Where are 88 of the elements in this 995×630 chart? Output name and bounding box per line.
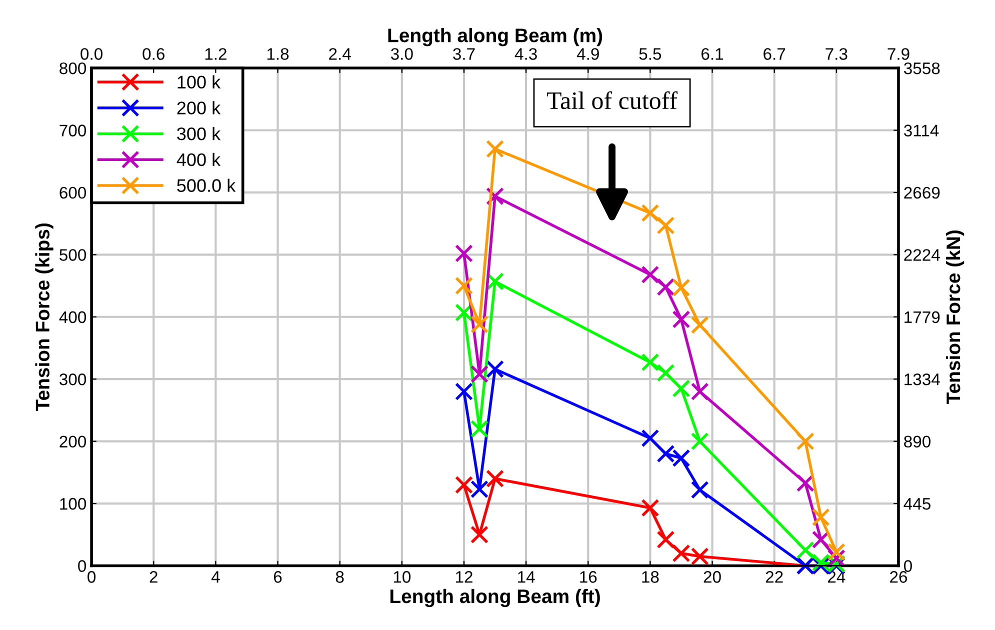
legend-label: 300 k	[177, 126, 221, 140]
y2-tick-label: 0	[904, 560, 912, 572]
point	[454, 382, 474, 401]
point	[672, 278, 690, 297]
x2-tick-label: 1.2	[205, 48, 226, 60]
y-tick-label: 500	[60, 249, 86, 261]
point	[470, 420, 489, 438]
point	[641, 353, 660, 372]
point	[641, 429, 660, 448]
y2-axis-title: Tension Force (kN)	[946, 230, 964, 404]
x2-tick-label: 2.4	[329, 48, 351, 60]
point	[486, 140, 504, 158]
point	[656, 530, 675, 549]
x-axis-title: Length along Beam (ft)	[390, 588, 600, 608]
point	[470, 315, 489, 334]
legend-label: 400 k	[176, 152, 221, 166]
x2-tick-label: 7.9	[888, 48, 910, 60]
y-tick-label: 200	[60, 436, 86, 448]
x2-axis-title: Length along Beam (m)	[388, 28, 602, 46]
y-tick-label: 800	[60, 62, 86, 74]
point	[656, 364, 675, 382]
y-tick-label: 700	[60, 124, 86, 136]
point	[454, 244, 474, 262]
x-tick-label: 4	[211, 571, 220, 583]
y2-tick-label: 1334	[904, 374, 940, 386]
x-tick-label: 20	[704, 571, 721, 583]
x-tick-label: 14	[518, 571, 535, 583]
legend-label: 200 k	[177, 101, 221, 114]
point	[641, 266, 660, 284]
x2-tick-label: 6.7	[764, 48, 786, 60]
legend-label: 500.0 k	[177, 178, 236, 192]
x-tick-label: 2	[150, 571, 158, 583]
x-tick-label: 0	[88, 571, 96, 583]
y-tick-label: 0	[78, 560, 86, 572]
x-tick-label: 26	[890, 571, 908, 583]
y2-tick-label: 890	[904, 436, 930, 448]
point	[690, 480, 709, 499]
y-tick-label: 300	[60, 374, 86, 386]
point	[641, 204, 660, 222]
point	[690, 316, 709, 334]
point	[690, 432, 709, 450]
y-tick-label: 100	[60, 498, 86, 510]
x-tick-label: 6	[274, 571, 282, 583]
point	[656, 278, 675, 296]
x2-tick-label: 0.0	[80, 48, 102, 60]
point	[454, 476, 474, 494]
annotation: Tail of cutoff	[546, 91, 678, 110]
point	[641, 498, 660, 517]
y2-tick-label: 3558	[904, 62, 940, 74]
point	[454, 276, 474, 295]
y2-tick-label: 1779	[904, 311, 940, 324]
point	[470, 365, 489, 384]
x-tick-label: 12	[456, 571, 472, 583]
x2-tick-label: 1.8	[267, 48, 289, 60]
x2-tick-label: 3.0	[390, 48, 413, 60]
x2-tick-label: 5.5	[639, 48, 662, 60]
y-axis-title: Tension Force (kips)	[35, 223, 54, 412]
point	[486, 470, 504, 488]
y-tick-label: 400	[59, 311, 86, 324]
point	[690, 382, 709, 401]
legend-label: 100 k	[178, 75, 221, 89]
point	[827, 543, 846, 562]
x2-tick-label: 6.1	[702, 48, 724, 60]
point	[470, 526, 489, 544]
point	[672, 310, 690, 328]
point	[672, 379, 690, 398]
point	[796, 432, 814, 450]
point	[486, 360, 504, 378]
x-tick-label: 16	[580, 571, 597, 583]
y-tick-label: 600	[60, 186, 86, 199]
point	[470, 480, 489, 498]
y2-tick-label: 2224	[904, 249, 940, 261]
x2-tick-label: 7.3	[826, 48, 848, 60]
y2-tick-label: 445	[904, 498, 930, 510]
y2-tick-label: 3114	[904, 124, 939, 136]
x-tick-label: 8	[336, 571, 344, 583]
x-tick-label: 18	[642, 571, 659, 583]
x2-tick-label: 0.6	[142, 48, 164, 60]
x2-tick-label: 4.3	[514, 48, 537, 60]
point	[796, 474, 814, 492]
y2-tick-label: 2669	[904, 186, 940, 199]
point	[656, 216, 675, 234]
x2-tick-label: 3.7	[453, 48, 475, 60]
x2-tick-label: 4.9	[576, 48, 599, 60]
point	[812, 508, 830, 526]
x-tick-label: 22	[766, 571, 783, 583]
x-tick-label: 10	[394, 571, 411, 583]
point	[796, 541, 814, 560]
